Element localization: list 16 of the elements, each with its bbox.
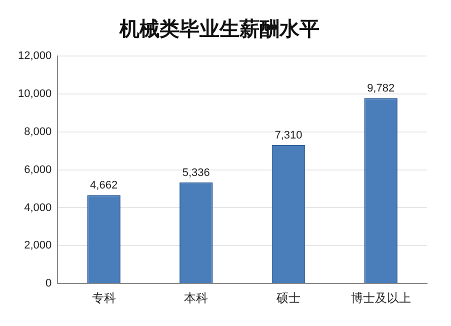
x-tick-label: 博士及以上 (350, 291, 411, 306)
y-tick-label: 0 (46, 278, 52, 290)
y-tick-label: 2,000 (24, 240, 52, 252)
chart-title: 机械类毕业生薪酬水平 (118, 18, 320, 41)
y-tick-label: 8,000 (24, 126, 52, 138)
y-tick-label: 10,000 (18, 88, 52, 100)
y-tick-label: 4,000 (24, 202, 52, 214)
x-tick-label: 硕士 (275, 291, 300, 306)
data-label: 5,336 (182, 166, 210, 179)
y-tick-label: 6,000 (24, 164, 52, 176)
data-label: 4,662 (90, 180, 118, 192)
x-tick-label: 专科 (92, 291, 116, 306)
data-label: 7,310 (274, 129, 302, 142)
x-tick-label: 本科 (184, 291, 208, 306)
data-label: 9,782 (367, 82, 395, 95)
y-tick-label: 12,000 (18, 50, 52, 62)
